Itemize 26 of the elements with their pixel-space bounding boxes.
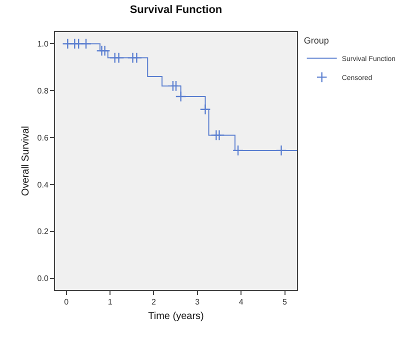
x-tick-label: 2 bbox=[151, 298, 156, 307]
y-tick-label: 1.0 bbox=[37, 40, 49, 49]
legend-title: Group bbox=[304, 36, 329, 46]
y-tick-label: 0.4 bbox=[37, 180, 49, 190]
point bbox=[170, 80, 182, 92]
point bbox=[200, 104, 211, 115]
y-axis-title: Overall Survival bbox=[20, 126, 32, 196]
x-tick-label: 0 bbox=[64, 298, 70, 307]
point bbox=[175, 91, 186, 102]
point bbox=[276, 144, 287, 156]
y-tick-label: 0.8 bbox=[37, 86, 49, 96]
point bbox=[214, 130, 225, 141]
x-tick-label: 4 bbox=[238, 298, 244, 307]
y-tick-label: 0.2 bbox=[37, 227, 49, 236]
chart-title: Survival Function bbox=[130, 4, 222, 16]
y-tick-label: 0.0 bbox=[37, 274, 49, 284]
point bbox=[80, 38, 92, 50]
point bbox=[131, 52, 142, 64]
y-tick-label: 0.6 bbox=[37, 133, 49, 142]
x-tick-label: 1 bbox=[108, 298, 113, 307]
x-tick-label: 3 bbox=[195, 298, 200, 307]
point bbox=[99, 45, 110, 56]
point bbox=[113, 52, 124, 64]
point bbox=[232, 144, 244, 156]
x-tick-label: 5 bbox=[282, 298, 288, 307]
x-axis-title: Time (years) bbox=[148, 311, 204, 322]
